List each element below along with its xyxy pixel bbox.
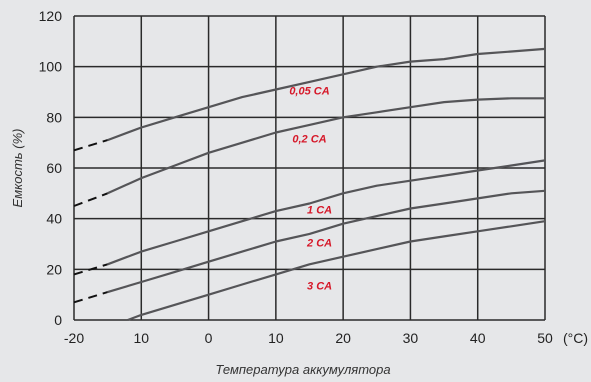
series-line-1 — [107, 97, 545, 195]
y-tick-label: 0 — [54, 312, 62, 328]
series-label-0: 0,05 CA — [289, 86, 329, 98]
x-tick-label: 10 — [133, 330, 149, 346]
x-tick-label: 40 — [470, 330, 486, 346]
x-unit-label: (°C) — [563, 330, 588, 346]
series-line-0 — [107, 47, 546, 142]
series-label-3: 2 CA — [306, 238, 332, 250]
x-tick-label: 0 — [205, 330, 213, 346]
series-line-2 — [107, 159, 546, 266]
curves — [73, 47, 546, 322]
series-line-3 — [107, 189, 546, 294]
series-dashed-segment-1 — [73, 192, 108, 207]
series-label-2: 1 CA — [307, 205, 332, 217]
series-dashed-segment-2 — [73, 263, 108, 276]
x-tick-label: 50 — [537, 330, 553, 346]
series-line-4 — [127, 220, 546, 322]
x-tick-label: 10 — [268, 330, 284, 346]
series-label-1: 0,2 CA — [292, 134, 326, 146]
grid — [73, 15, 546, 321]
series-dashed-segment-3 — [73, 291, 108, 304]
y-tick-label: 80 — [46, 109, 62, 125]
x-tick-label: -20 — [64, 330, 84, 346]
y-tick-label: 40 — [46, 211, 62, 227]
x-tick-label: 30 — [403, 330, 419, 346]
series-dashed-segment-0 — [73, 139, 108, 152]
y-axis-title: Емкость (%) — [10, 129, 25, 208]
x-axis-title: Температура аккумулятора — [215, 362, 390, 377]
y-tick-label: 60 — [46, 160, 62, 176]
y-tick-label: 20 — [46, 261, 62, 277]
curve-labels: 0,05 CA 0,2 CA 1 CA 2 CA 3 CA — [289, 86, 332, 293]
x-tick-label: 20 — [335, 330, 351, 346]
y-tick-label: 100 — [39, 59, 63, 75]
y-tick-label: 120 — [39, 8, 63, 24]
series-label-4: 3 CA — [307, 281, 332, 293]
